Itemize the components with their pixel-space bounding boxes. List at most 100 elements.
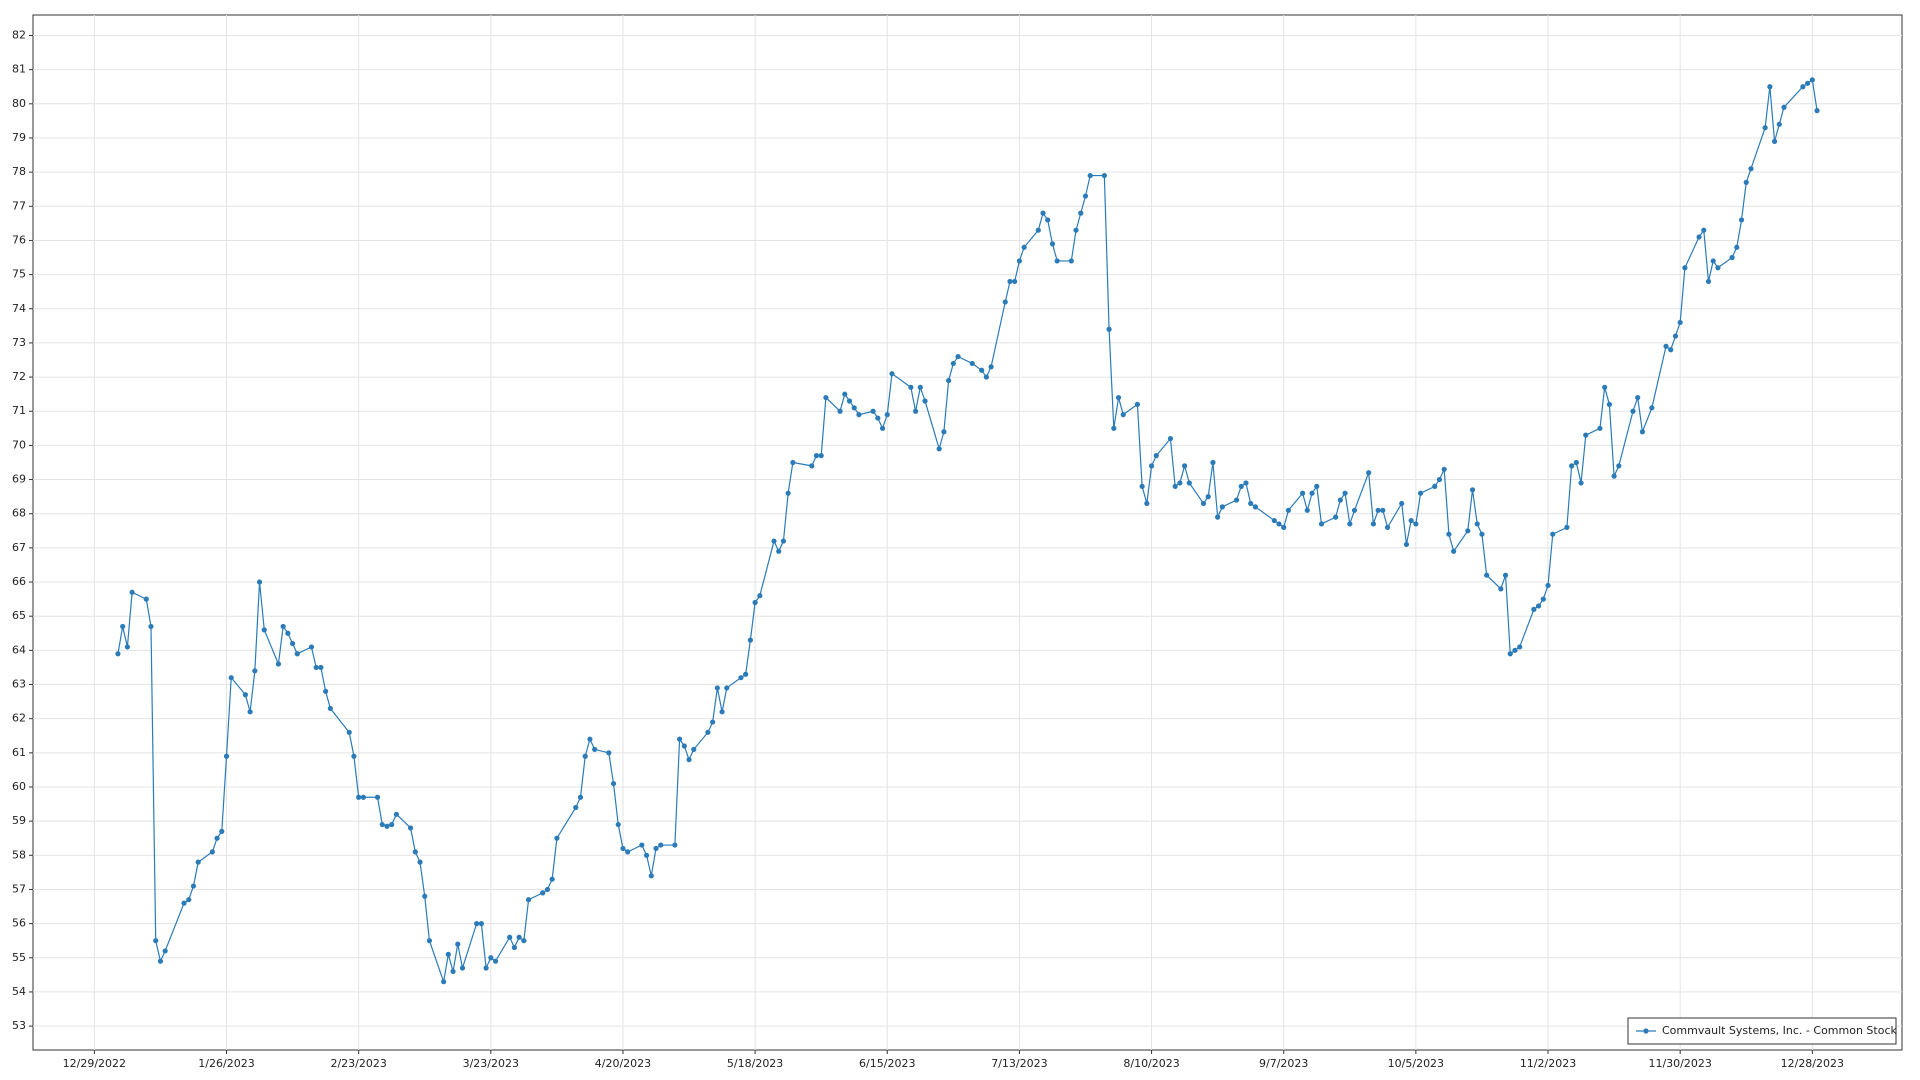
data-point: [1049, 241, 1056, 247]
legend-label: Commvault Systems, Inc. - Common Stock: [1662, 1024, 1898, 1037]
data-point: [327, 705, 333, 712]
data-point: [242, 692, 248, 698]
data-point: [389, 821, 395, 828]
plot-frame: [32, 14, 1903, 1051]
data-point: [780, 538, 787, 544]
data-point: [351, 753, 357, 759]
legend-marker: [1643, 1028, 1649, 1034]
data-point: [1564, 524, 1570, 530]
data-point: [162, 948, 168, 954]
data-point: [521, 938, 527, 944]
data-point: [1309, 490, 1315, 496]
y-tick-label: 79: [12, 131, 26, 144]
x-tick-label: 6/15/2023: [859, 1057, 915, 1070]
data-point: [143, 596, 149, 602]
data-point: [129, 589, 135, 595]
data-point: [1630, 408, 1636, 414]
data-point: [1469, 487, 1476, 493]
data-point: [658, 842, 664, 848]
data-point: [1337, 497, 1343, 503]
x-tick-label: 7/13/2023: [991, 1057, 1047, 1070]
y-tick-label: 81: [12, 63, 26, 76]
data-point: [1417, 490, 1424, 496]
data-point: [1380, 507, 1386, 513]
data-point: [525, 897, 532, 903]
data-point: [776, 548, 782, 554]
data-point: [790, 459, 796, 466]
data-point: [1087, 172, 1093, 179]
data-point: [587, 736, 593, 742]
data-point: [1167, 435, 1174, 442]
data-point: [1677, 319, 1683, 326]
data-point: [540, 890, 546, 896]
data-point: [228, 675, 234, 681]
data-point: [1200, 500, 1207, 507]
data-point: [407, 825, 414, 831]
data-point: [747, 637, 753, 643]
data-point: [1569, 463, 1575, 469]
data-point: [483, 965, 489, 971]
legend-box: [1627, 1017, 1897, 1045]
data-point: [1474, 521, 1480, 527]
data-point: [412, 849, 418, 855]
series-line: [117, 78, 1818, 982]
data-point: [818, 453, 824, 459]
data-point: [1531, 606, 1537, 612]
data-point: [124, 644, 130, 650]
data-point: [757, 593, 763, 599]
data-point: [1384, 524, 1391, 530]
data-point: [1441, 466, 1447, 472]
data-point: [474, 921, 480, 927]
y-tick-label: 67: [12, 541, 26, 554]
data-point: [190, 883, 197, 889]
data-point: [842, 391, 848, 397]
x-tick-label: 2/23/2023: [330, 1057, 386, 1070]
data-point: [809, 463, 815, 469]
data-point: [516, 934, 522, 940]
data-point: [1106, 326, 1112, 332]
data-point: [356, 794, 362, 800]
data-point: [681, 743, 687, 749]
data-point: [455, 941, 461, 947]
data-point: [379, 821, 385, 828]
data-point: [1413, 521, 1419, 527]
data-point: [1016, 258, 1023, 264]
data-point: [870, 408, 876, 414]
data-point: [120, 623, 126, 630]
data-point: [691, 746, 697, 753]
data-point: [1304, 507, 1310, 513]
data-point: [851, 405, 857, 411]
data-point: [1370, 521, 1376, 527]
data-point: [1314, 483, 1320, 489]
x-tick-label: 8/10/2023: [1123, 1057, 1179, 1070]
data-point: [1550, 531, 1556, 537]
data-point: [1238, 483, 1244, 489]
data-point: [592, 746, 598, 753]
data-point: [648, 873, 654, 879]
y-tick-label: 71: [12, 404, 26, 417]
data-point: [181, 900, 187, 906]
y-tick-label: 74: [12, 302, 26, 315]
y-tick-label: 53: [12, 1019, 26, 1032]
data-point: [1177, 480, 1183, 486]
data-point: [610, 780, 617, 787]
y-tick-label: 59: [12, 814, 26, 827]
data-point: [1540, 596, 1546, 602]
data-point: [813, 453, 820, 459]
data-point: [374, 794, 381, 800]
data-point: [313, 664, 319, 671]
data-point: [1172, 483, 1178, 489]
data-point: [209, 849, 215, 855]
x-tick-label: 11/30/2023: [1648, 1057, 1711, 1070]
data-point: [1144, 500, 1150, 507]
data-point: [1729, 254, 1735, 261]
data-point: [308, 644, 315, 650]
y-tick-label: 75: [12, 268, 26, 281]
data-point: [223, 753, 230, 759]
data-point: [294, 651, 300, 657]
y-tick-label: 61: [12, 746, 26, 759]
data-point: [879, 425, 886, 431]
y-tick-label: 62: [12, 712, 26, 725]
data-point: [1446, 531, 1452, 537]
x-tick-label: 11/2/2023: [1520, 1057, 1576, 1070]
